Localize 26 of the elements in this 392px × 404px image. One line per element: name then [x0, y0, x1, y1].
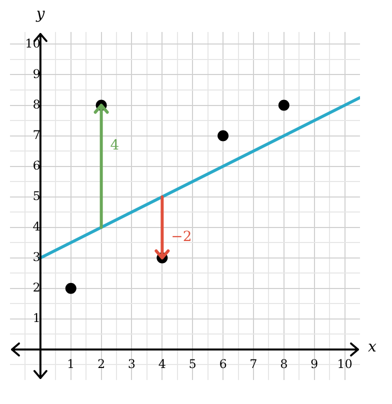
x-tick-label: 8	[280, 356, 288, 371]
annotation: 4	[110, 138, 120, 154]
y-tick-label: 3	[32, 250, 40, 264]
x-tick-label: 5	[188, 356, 196, 371]
y-tick-label: 1	[32, 311, 40, 326]
y-tick-label: 6	[32, 158, 40, 172]
annotation: −2	[171, 229, 192, 246]
x-tick-label: 1	[67, 356, 75, 371]
y-tick-label: 5	[32, 188, 40, 203]
x-tick-label: 3	[128, 356, 136, 371]
x-tick-label: 6	[219, 356, 227, 371]
y-tick-label: 7	[32, 128, 40, 142]
x-tick-label: 2	[97, 356, 106, 371]
y-tick-label: 9	[32, 66, 40, 81]
y-tick-label: 4	[32, 219, 41, 234]
point	[65, 282, 76, 294]
point	[278, 100, 290, 111]
y-tick-label: 8	[32, 97, 40, 112]
y-axis-title: y	[35, 4, 46, 22]
x-tick-label: 9	[310, 356, 318, 371]
point	[218, 130, 229, 142]
x-axis-title: x	[368, 337, 377, 356]
x-tick-label: 10	[337, 356, 352, 371]
x-tick-label: 4	[158, 356, 166, 371]
y-tick-label: 2	[32, 280, 40, 295]
x-tick-label: 7	[250, 356, 258, 371]
